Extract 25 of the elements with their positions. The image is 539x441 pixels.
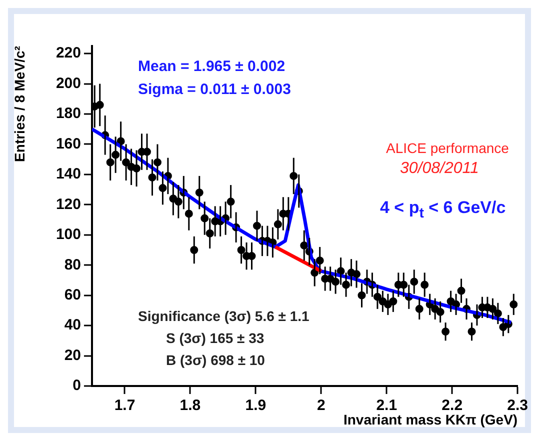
- annotation: Significance (3σ) 5.6 ± 1.1: [138, 308, 310, 324]
- y-axis-title: Entries / 8 MeV/c²: [11, 46, 28, 162]
- x-tick-label: 1.9: [245, 397, 266, 414]
- y-tick-label: 0: [72, 377, 81, 394]
- annotation: Sigma = 0.011 ± 0.003: [138, 81, 291, 98]
- y-tick-label: 200: [56, 74, 81, 92]
- annotation: S (3σ) 165 ± 33: [166, 330, 264, 346]
- annotation: B (3σ) 698 ± 10: [166, 352, 265, 368]
- annotation: Mean = 1.965 ± 0.002: [138, 58, 286, 75]
- y-tick-label: 20: [64, 346, 81, 364]
- y-tick-label: 100: [56, 226, 81, 244]
- y-tick-label: 120: [56, 196, 81, 213]
- annotation: ALICE performance: [386, 140, 509, 156]
- y-tick-label: 80: [64, 256, 81, 274]
- y-tick-label: 220: [56, 44, 81, 62]
- annotation: 30/08/2011: [400, 160, 479, 178]
- y-tick-label: 40: [64, 316, 81, 334]
- x-tick-label: 1.7: [114, 397, 136, 414]
- y-tick-label: 140: [56, 166, 81, 183]
- y-tick-label: 160: [56, 135, 81, 152]
- y-tick-label: 60: [64, 286, 81, 304]
- x-tick-label: 1.8: [180, 397, 201, 414]
- x-tick-label: 2: [316, 397, 326, 414]
- y-tick-label: 180: [56, 105, 81, 122]
- annotation: 4 < p$_{t}$ < 6 GeV/c: [380, 198, 506, 222]
